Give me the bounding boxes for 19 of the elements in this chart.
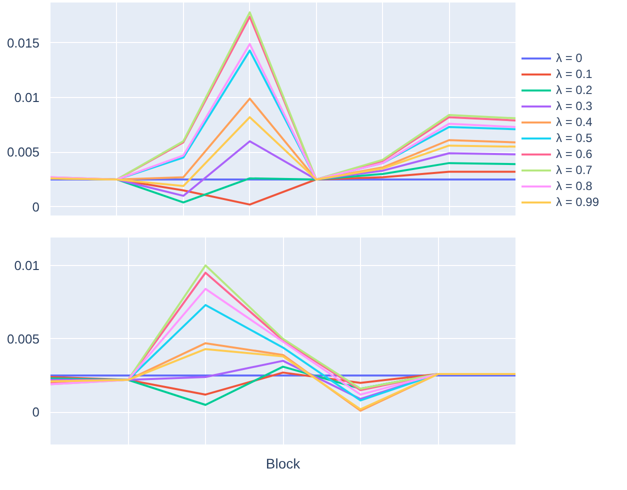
line-series [50, 116, 516, 188]
legend-label: λ = 0.7 [556, 163, 592, 177]
y-tick-label: 0 [32, 404, 40, 420]
legend-label: λ = 0.4 [556, 115, 592, 129]
y-tick-label: 0.015 [6, 35, 40, 50]
y-tick-label: 0.005 [6, 144, 40, 160]
legend-label: λ = 0.3 [556, 99, 592, 113]
x-axis-title: Block [266, 456, 302, 472]
legend-label: λ = 0 [556, 51, 582, 65]
legend-label: λ = 0.99 [556, 195, 600, 209]
legend-label: λ = 0.1 [556, 67, 592, 81]
legend-label: λ = 0.6 [556, 147, 592, 161]
legend-label: λ = 0.2 [556, 83, 592, 97]
legend-label: λ = 0.8 [556, 179, 592, 193]
y-tick-label: 0.01 [14, 90, 40, 106]
y-tick-label: 0.01 [14, 258, 40, 273]
y-tick-label: 0.005 [6, 331, 40, 346]
y-tick-label: 0 [32, 199, 40, 214]
legend-label: λ = 0.5 [556, 131, 592, 145]
